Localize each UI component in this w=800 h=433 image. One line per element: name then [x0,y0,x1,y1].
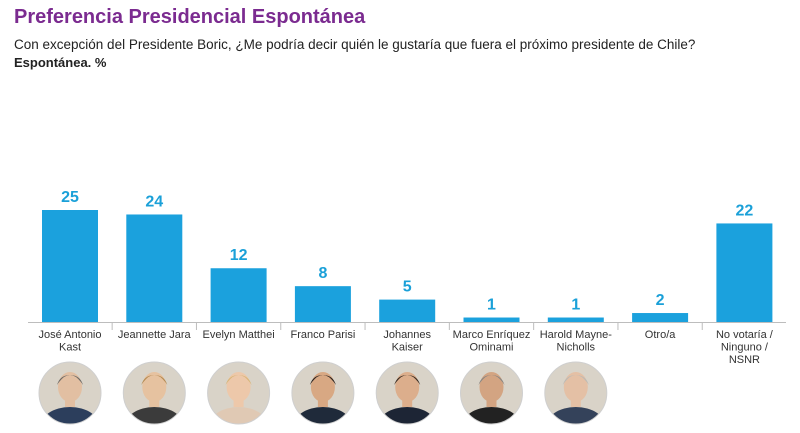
data-label: 22 [736,202,754,219]
data-label: 1 [487,297,496,314]
category-label: Johannes [383,329,431,341]
category-label: Jeannette Jara [118,329,192,341]
bar [379,299,436,322]
person-portrait-icon [38,361,102,425]
person-portrait-icon [122,361,186,425]
data-label: 24 [145,193,163,210]
person-portrait-icon [544,361,608,425]
person-portrait-icon [207,361,271,425]
bar [463,317,520,322]
bar [42,210,98,322]
data-label: 12 [230,247,248,264]
bar [294,286,351,322]
category-label: NSNR [729,354,760,366]
category-label: Ninguno / [721,342,769,354]
chart-title: Preferencia Presidencial Espontánea [14,6,366,28]
category-label: Nicholls [557,342,596,354]
category-label: José Antonio [39,329,102,341]
bar [716,223,773,322]
data-label: 25 [61,189,79,206]
category-label: No votaría / [716,329,774,341]
category-label: Kaiser [392,342,424,354]
category-label: Kast [59,342,81,354]
category-label: Otro/a [645,329,676,341]
category-label: Franco Parisi [291,329,356,341]
category-label: Marco Enríquez [453,329,531,341]
category-label: Harold Mayne- [540,329,612,341]
bar [632,313,689,322]
bar [126,214,183,322]
chart-note: Espontánea. % [14,55,107,70]
category-label: Evelyn Matthei [203,329,275,341]
data-label: 2 [656,292,665,309]
bar [210,268,267,322]
chart-subtitle: Con excepción del Presidente Boric, ¿Me … [14,37,696,52]
bar [547,317,604,322]
data-label: 8 [318,265,327,282]
person-portrait-icon [375,361,439,425]
data-label: 1 [571,297,580,314]
category-label: Ominami [469,342,513,354]
data-label: 5 [403,279,412,296]
person-portrait-icon [460,361,523,425]
person-portrait-icon [291,361,355,425]
